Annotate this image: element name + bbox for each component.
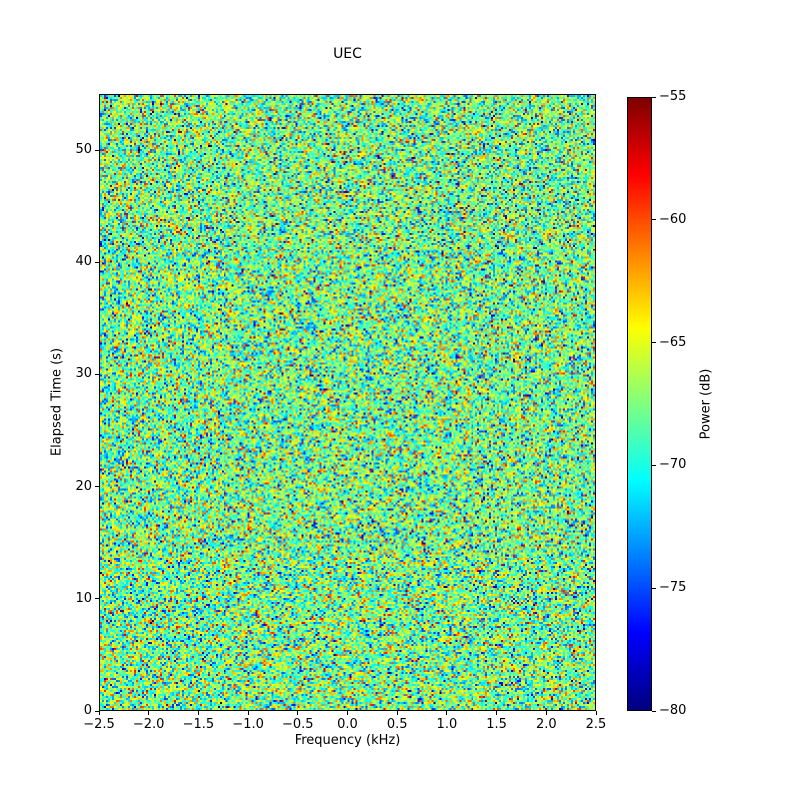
y-tick-mark — [95, 486, 99, 488]
x-tick-label: −1.5 — [182, 717, 215, 732]
y-tick-label: 20 — [75, 478, 92, 494]
colorbar-tick-mark — [652, 587, 656, 589]
y-tick-mark — [95, 710, 99, 712]
x-tick-label: −2.0 — [132, 717, 165, 732]
colorbar-tick-label: −70 — [659, 457, 687, 473]
colorbar-tick-mark — [652, 96, 656, 98]
y-tick-mark — [95, 261, 99, 263]
x-tick-label: 1.5 — [486, 717, 507, 732]
x-tick-mark — [98, 711, 100, 715]
colorbar-tick-mark — [652, 710, 656, 712]
plot-area — [99, 94, 596, 711]
colorbar-tick-mark — [652, 464, 656, 466]
x-tick-mark — [347, 711, 348, 715]
y-tick-label: 0 — [83, 703, 92, 718]
colorbar-tick-label: −80 — [659, 703, 687, 718]
colorbar-tick-mark — [652, 219, 656, 221]
x-tick-mark — [197, 711, 199, 715]
spectrogram-canvas — [100, 95, 595, 710]
y-tick-label: 50 — [75, 142, 92, 158]
y-tick-label: 10 — [75, 590, 92, 606]
colorbar-tick-mark — [652, 342, 656, 344]
colorbar-tick-label: −75 — [659, 580, 687, 596]
chart-title: UEC — [333, 46, 362, 62]
y-tick-mark — [95, 149, 99, 151]
x-tick-label: 0.5 — [386, 717, 408, 732]
x-axis-label: Frequency (kHz) — [294, 733, 401, 748]
x-tick-label: 1.0 — [436, 717, 458, 732]
colorbar-tick-label: −65 — [659, 334, 687, 350]
x-tick-label: 2.5 — [585, 717, 607, 732]
y-tick-label: 30 — [75, 366, 92, 382]
x-tick-label: 0.0 — [337, 717, 358, 732]
x-tick-mark — [148, 711, 150, 715]
x-tick-mark — [496, 711, 498, 715]
y-tick-mark — [95, 373, 99, 375]
x-tick-label: −2.5 — [83, 717, 115, 732]
y-tick-mark — [95, 598, 99, 600]
x-tick-label: −1.0 — [232, 717, 264, 732]
x-tick-label: 2.0 — [535, 717, 557, 732]
colorbar-tick-label: −55 — [659, 89, 687, 104]
x-tick-label: −0.5 — [282, 717, 314, 732]
x-tick-mark — [595, 711, 597, 715]
colorbar — [627, 97, 652, 711]
x-tick-mark — [446, 711, 448, 715]
x-tick-mark — [396, 711, 398, 715]
colorbar-tick-label: −60 — [659, 211, 687, 227]
x-tick-mark — [545, 711, 547, 715]
x-tick-mark — [297, 711, 299, 715]
x-tick-mark — [247, 711, 249, 715]
colorbar-gradient — [628, 98, 651, 710]
y-tick-label: 40 — [75, 254, 92, 270]
